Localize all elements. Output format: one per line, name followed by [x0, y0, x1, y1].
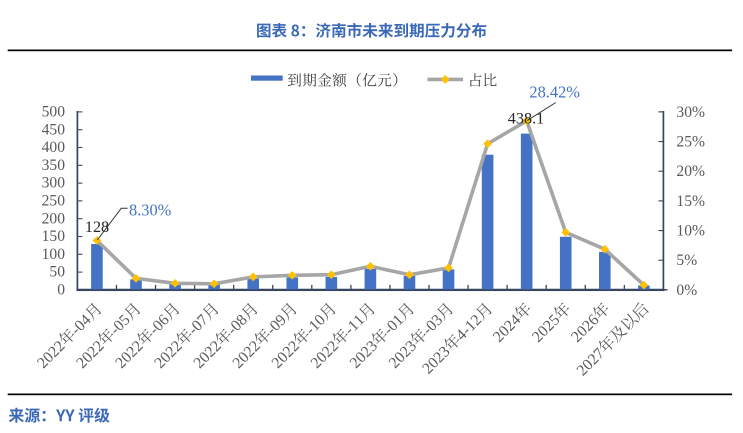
svg-text:0: 0 [57, 282, 65, 299]
svg-text:25%: 25% [676, 134, 705, 151]
svg-text:8.30%: 8.30% [129, 200, 172, 219]
svg-text:438.1: 438.1 [508, 109, 544, 127]
svg-text:400: 400 [42, 139, 66, 156]
svg-text:50: 50 [49, 264, 65, 281]
svg-text:450: 450 [42, 121, 66, 138]
svg-text:250: 250 [42, 193, 66, 210]
svg-text:20%: 20% [676, 163, 705, 180]
svg-text:10%: 10% [676, 223, 705, 240]
svg-text:500: 500 [42, 104, 66, 121]
svg-text:350: 350 [42, 157, 66, 174]
svg-text:28.42%: 28.42% [529, 83, 580, 102]
svg-text:300: 300 [42, 175, 66, 192]
svg-text:5%: 5% [676, 252, 697, 269]
svg-text:30%: 30% [676, 104, 705, 121]
svg-text:100: 100 [42, 246, 66, 263]
svg-text:15%: 15% [676, 193, 705, 210]
svg-text:0%: 0% [676, 282, 697, 299]
svg-text:128: 128 [85, 218, 109, 236]
svg-text:150: 150 [42, 228, 66, 245]
svg-text:200: 200 [42, 210, 66, 227]
